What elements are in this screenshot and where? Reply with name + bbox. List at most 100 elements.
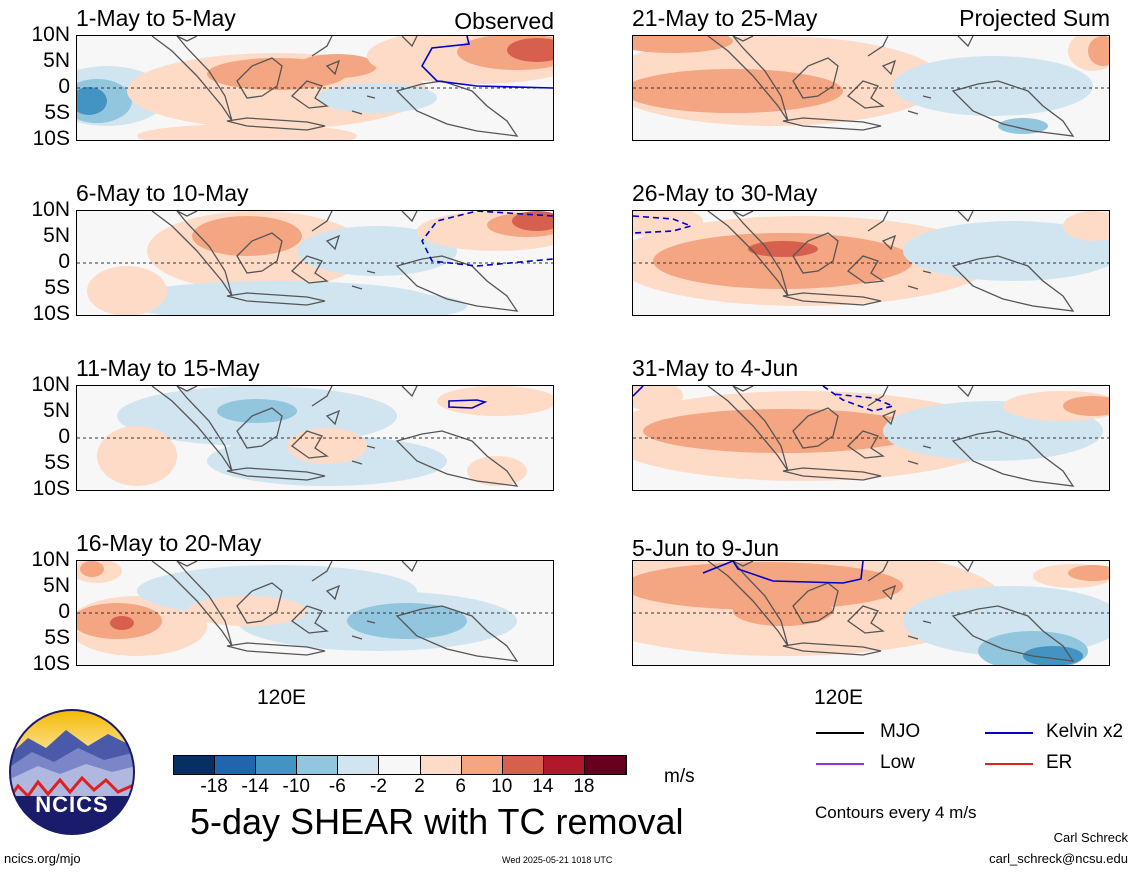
shear-anomaly-region — [347, 603, 467, 639]
colorbar-swatch — [338, 756, 380, 774]
footer-timestamp: Wed 2025-05-21 1018 UTC — [502, 855, 613, 865]
shear-anomaly-region — [633, 211, 703, 236]
coastline — [782, 292, 882, 306]
kelvin-contour — [633, 215, 694, 234]
latitude-label: 10S — [32, 127, 70, 150]
latitude-label: 10S — [32, 652, 70, 675]
latitude-label: 5N — [43, 224, 70, 247]
coastline — [311, 386, 333, 407]
shear-anomaly-region — [1068, 565, 1109, 581]
coastline — [290, 605, 329, 634]
panel-title-2: 6-May to 10-May — [76, 180, 249, 206]
colorbar-swatch — [584, 756, 626, 774]
coastline — [957, 386, 974, 398]
coastline — [951, 255, 1075, 312]
coastline — [366, 620, 376, 624]
coastline — [907, 110, 919, 115]
latitude-label: 5S — [44, 451, 70, 474]
latitude-label: 5S — [44, 276, 70, 299]
latitude-label: 10N — [31, 373, 70, 396]
map-panel-3 — [76, 385, 554, 491]
coastline — [151, 561, 233, 647]
coastline — [846, 80, 885, 109]
colorbar-unit: m/s — [664, 766, 695, 787]
coastline — [922, 270, 932, 274]
latitude-label: 10N — [31, 198, 70, 221]
coastline — [867, 386, 889, 407]
colorbar-swatch — [256, 756, 298, 774]
coastline — [881, 59, 897, 76]
shear-map — [633, 386, 1109, 487]
coastline — [151, 386, 233, 472]
coastline — [395, 605, 519, 662]
coastline — [395, 430, 519, 487]
coastline — [401, 211, 418, 223]
coastline — [922, 445, 932, 449]
latitude-label: 10S — [32, 302, 70, 325]
coastline — [881, 409, 897, 426]
panel-title-8: 5-Jun to 9-Jun — [632, 535, 780, 561]
coastline — [907, 285, 919, 290]
coastline — [782, 117, 882, 131]
coastline — [732, 211, 754, 217]
legend-line-er — [985, 763, 1033, 765]
panel-title-4: 16-May to 20-May — [76, 530, 262, 556]
colorbar-tick-label: 18 — [573, 776, 595, 797]
longitude-label-left: 120E — [257, 686, 307, 709]
latitude-label: 0 — [58, 425, 70, 448]
colorbar-tick-label: 2 — [414, 776, 425, 797]
footer-email[interactable]: carl_schreck@ncsu.edu — [989, 851, 1128, 866]
latitude-label: 5N — [43, 399, 70, 422]
panel-corner-1: Observed — [454, 8, 554, 34]
coastline — [325, 234, 341, 251]
kelvin-contour — [633, 386, 644, 397]
latitude-label: 0 — [58, 75, 70, 98]
shear-anomaly-region — [633, 36, 733, 53]
shear-anomaly-region — [317, 83, 437, 113]
coastline — [732, 36, 754, 42]
kelvin-contour — [702, 561, 864, 584]
latitude-label: 5S — [44, 101, 70, 124]
shear-map — [77, 211, 553, 315]
coastline — [922, 95, 932, 99]
legend-label-kelvin: Kelvin x2 — [1046, 721, 1124, 742]
coastline — [782, 467, 882, 481]
colorbar-tick-label: -14 — [241, 776, 269, 797]
legend-line-mjo — [816, 732, 864, 734]
map-panel-2 — [76, 210, 554, 316]
coastline — [236, 582, 283, 624]
coastline — [325, 584, 341, 601]
coastline — [957, 36, 974, 48]
coastline — [290, 430, 329, 459]
longitude-label-right: 120E — [814, 686, 864, 709]
coastline — [236, 407, 283, 449]
kelvin-contour — [448, 399, 488, 409]
coastline — [867, 36, 889, 57]
legend-note: Contours every 4 m/s — [815, 803, 977, 822]
legend-label-mjo: MJO — [880, 721, 921, 742]
shear-anomaly-region — [1063, 211, 1109, 241]
shear-anomaly-region — [110, 616, 134, 630]
latitude-label: 0 — [58, 250, 70, 273]
coastline — [311, 211, 333, 232]
shear-anomaly-region — [1063, 396, 1109, 416]
shear-anomaly-region — [80, 561, 104, 577]
kelvin-contour — [421, 211, 553, 267]
coastline — [957, 561, 974, 573]
colorbar-tick-label: 6 — [455, 776, 466, 797]
shear-anomaly-region — [217, 399, 297, 423]
coastline — [311, 36, 333, 57]
colorbar-tick-label: -2 — [370, 776, 387, 797]
coastline — [325, 59, 341, 76]
coastline — [846, 430, 885, 459]
kelvin-contour — [822, 386, 896, 412]
shear-anomaly-region — [87, 266, 167, 315]
footer-site[interactable]: ncics.org/mjo — [4, 851, 81, 866]
colorbar-tick-label: 10 — [491, 776, 513, 797]
colorbar-swatch — [461, 756, 503, 774]
coastline — [782, 642, 882, 656]
colorbar-tick-label: -6 — [328, 776, 346, 797]
shear-map — [77, 561, 553, 662]
coastline — [957, 211, 974, 223]
coastline — [311, 561, 333, 582]
